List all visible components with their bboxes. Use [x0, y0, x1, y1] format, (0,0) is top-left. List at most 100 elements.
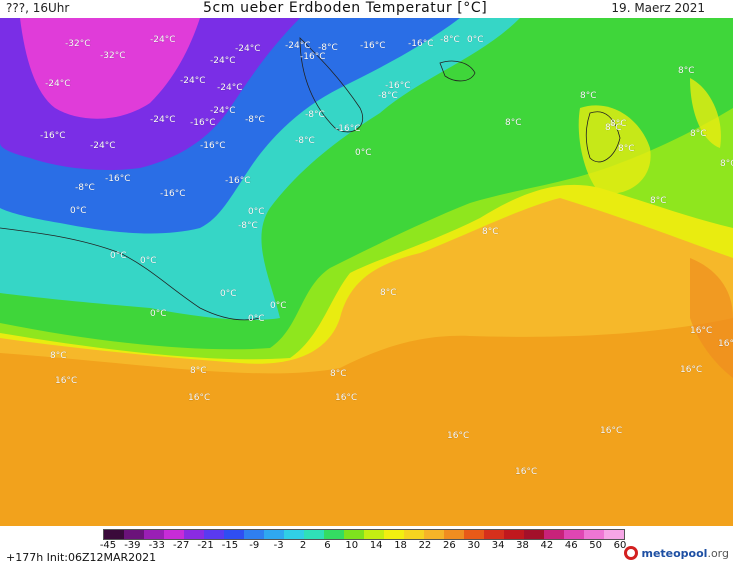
scale-swatch [164, 530, 184, 539]
temperature-label: -24°C [150, 35, 175, 45]
scale-swatch [224, 530, 244, 539]
temperature-label: 8°C [650, 196, 667, 206]
temperature-label: -8°C [305, 110, 325, 120]
temperature-label: 16°C [335, 393, 357, 403]
scale-swatch [504, 530, 524, 539]
scale-tick-label: -39 [124, 540, 141, 551]
map-title: 5cm ueber Erdboden Temperatur [°C] [203, 0, 488, 16]
temperature-label: -8°C [378, 91, 398, 101]
temperature-label: 0°C [467, 35, 484, 45]
temperature-label: 16°C [680, 365, 702, 375]
temperature-label: 0°C [248, 207, 265, 217]
scale-swatch [284, 530, 304, 539]
temperature-label: -24°C [150, 115, 175, 125]
scale-tick-label: 18 [394, 540, 407, 551]
coastline-britain [585, 111, 621, 163]
scale-swatch [404, 530, 424, 539]
temperature-label: 8°C [50, 351, 67, 361]
temperature-label: -24°C [217, 83, 242, 93]
scale-tick-label: -21 [197, 540, 214, 551]
scale-tick-label: 14 [369, 540, 383, 551]
temperature-label: -16°C [335, 124, 360, 134]
scale-swatch [324, 530, 344, 539]
scale-tick-label: -15 [221, 540, 239, 551]
header: ???, 16Uhr 5cm ueber Erdboden Temperatur… [0, 0, 733, 18]
temperature-label: 8°C [720, 159, 733, 169]
scale-swatch [244, 530, 264, 539]
land-region-europe [578, 105, 651, 194]
scale-tick-label: 34 [491, 540, 505, 551]
temperature-labels: -32°C-32°C-24°C-24°C-24°C -24°C-24°C -16°C… [40, 35, 733, 477]
temperature-label: 0°C [270, 301, 287, 311]
forecast-time: ???, 16Uhr [6, 1, 70, 15]
temperature-label: 16°C [447, 431, 469, 441]
scale-tick-label: -3 [273, 540, 284, 551]
model-run-info: +177h Init:06Z12MAR2021 [6, 551, 157, 564]
scale-tick-label: 46 [564, 540, 578, 551]
scale-swatch [484, 530, 504, 539]
temperature-label: 8°C [505, 118, 522, 128]
temperature-label: -16°C [190, 118, 215, 128]
temperature-label: -32°C [100, 51, 125, 61]
temperature-label: 0°C [355, 148, 372, 158]
scale-tick-label: -45 [99, 540, 117, 551]
temperature-label: 8°C [678, 66, 695, 76]
temperature-label: 16°C [690, 326, 712, 336]
temperature-label: 0°C [220, 289, 237, 299]
temperature-label: -8°C [318, 43, 338, 53]
temperature-map: -32°C -32°C -24°C -24°C -24°C -24°C -24°C -16°C… [0, 18, 733, 526]
scale-tick-label: 22 [418, 540, 432, 551]
temperature-label: -16°C [408, 39, 433, 49]
temperature-label: 8°C [330, 369, 347, 379]
scale-swatch [204, 530, 224, 539]
temperature-label: -32°C [65, 39, 90, 49]
temperature-label: 8°C [580, 91, 597, 101]
brand-logo: meteopool.org [624, 546, 729, 560]
scale-tick-label: 60 [613, 540, 627, 551]
temperature-label: -8°C [245, 115, 265, 125]
scale-tick-label: 38 [516, 540, 529, 551]
temperature-label: -24°C [285, 41, 310, 51]
scale-swatch [524, 530, 544, 539]
map-canvas: -32°C-32°C-24°C-24°C-24°C -24°C-24°C -16°C… [0, 18, 733, 526]
temperature-label: 0°C [70, 206, 87, 216]
footer: -45 -39 -33 -27 -21 -15 -9 -3 2 6 10 14 18 22 26 30 34 38… [0, 526, 733, 566]
temperature-label: -8°C [440, 35, 460, 45]
temperature-label: -16°C [160, 189, 185, 199]
scale-tick-label: -27 [172, 540, 190, 551]
scale-swatch [344, 530, 364, 539]
scale-tick-label: -33 [148, 540, 165, 551]
coastline-north-america [0, 227, 261, 321]
scale-swatch [184, 530, 204, 539]
temperature-label: 8°C [618, 144, 635, 154]
temperature-label: -16°C [200, 141, 225, 151]
temperature-label: -8°C [75, 183, 95, 193]
temperature-label: -16°C [40, 131, 65, 141]
temperature-label: -24°C [180, 76, 205, 86]
temperature-label: -16°C [225, 176, 250, 186]
coastline-iceland [439, 60, 476, 82]
temperature-label: 16°C [718, 339, 733, 349]
scale-tick-label: 10 [345, 540, 359, 551]
scale-swatch [424, 530, 444, 539]
scale-swatch [464, 530, 484, 539]
temperature-label: -24°C [210, 56, 235, 66]
scale-swatch [304, 530, 324, 539]
temperature-label: -24°C [210, 106, 235, 116]
scale-tick-label: 26 [442, 540, 456, 551]
scale-tick-label: 50 [589, 540, 602, 551]
temperature-label: -24°C [235, 44, 260, 54]
temperature-label: 0°C [150, 309, 167, 319]
temperature-label: 8°C [482, 227, 499, 237]
scale-swatch [444, 530, 464, 539]
temperature-label: 16°C [188, 393, 210, 403]
temperature-label: -16°C [385, 81, 410, 91]
temperature-label: -16°C [105, 174, 130, 184]
temperature-label: 8°C [380, 288, 397, 298]
land-region-iberia [690, 258, 733, 378]
temperature-label: 8°C [610, 119, 627, 129]
scale-swatch [544, 530, 564, 539]
color-scale-bar [103, 529, 625, 540]
scale-swatch [384, 530, 404, 539]
scale-tick-label: 6 [324, 540, 331, 551]
